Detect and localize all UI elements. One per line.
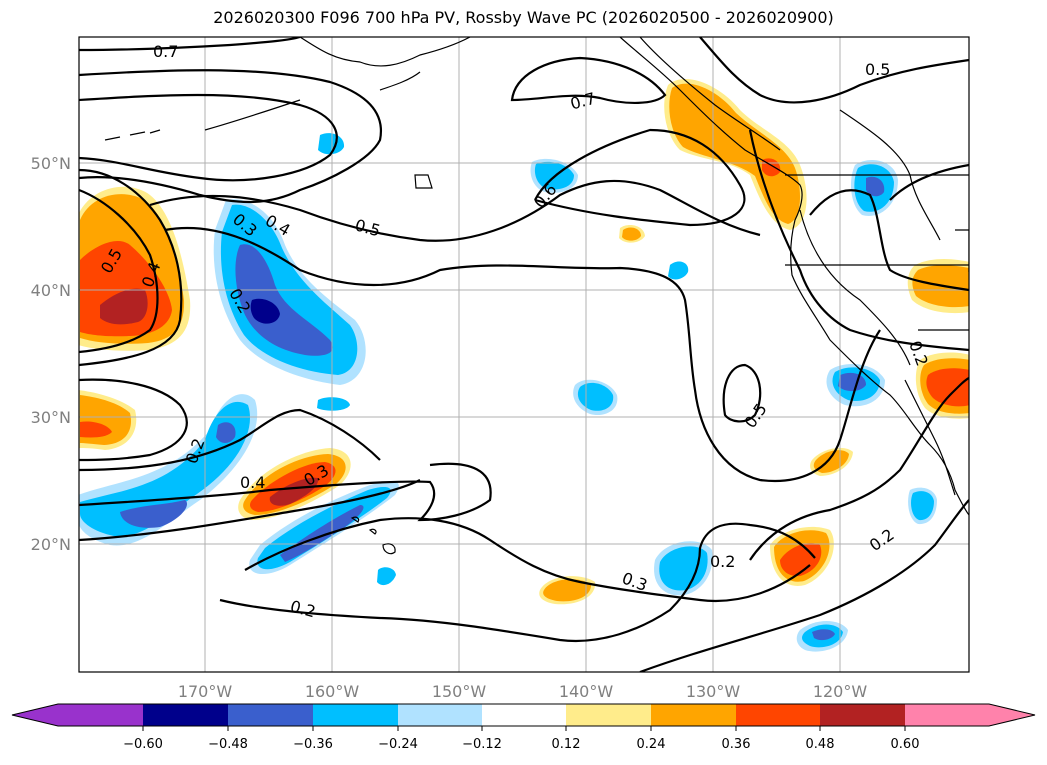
colorbar-segment (143, 704, 228, 726)
lat-label: 50°N (31, 154, 71, 173)
map-plot-area (79, 37, 969, 672)
colorbar-segment (905, 704, 989, 726)
colorbar-segment (313, 704, 398, 726)
lat-label: 20°N (31, 535, 71, 554)
contour-label: 0.4 (240, 473, 265, 492)
contour-label: 0.2 (710, 552, 735, 571)
colorbar-segment (736, 704, 820, 726)
lat-label: 30°N (31, 408, 71, 427)
colorbar-segment (228, 704, 313, 726)
lon-label: 130°W (686, 682, 741, 701)
colorbar-tick-label: 0.60 (891, 737, 920, 752)
colorbar-tick-label: 0.36 (722, 737, 751, 752)
colorbar-segment (566, 704, 651, 726)
colorbar-segment (58, 704, 143, 726)
latitude-labels: 50°N 40°N 30°N 20°N (31, 154, 71, 554)
pv-contours (79, 37, 969, 672)
colorbar-extend-min (12, 704, 58, 726)
colorbar-tick-label: −0.36 (293, 737, 333, 752)
colorbar-tick-label: −0.24 (378, 737, 418, 752)
lon-label: 150°W (432, 682, 487, 701)
contour-label: 0.5 (865, 60, 890, 79)
lon-label: 140°W (559, 682, 614, 701)
colorbar: −0.60 −0.48 −0.36 −0.24 −0.12 0.12 0.24 … (11, 703, 1036, 752)
colorbar-segment (651, 704, 736, 726)
colorbar-extend-max (989, 704, 1035, 726)
lon-label: 120°W (813, 682, 868, 701)
pv-anomaly-fills (79, 79, 969, 652)
colorbar-segment (398, 704, 482, 726)
colorbar-tick-label: 0.12 (552, 737, 581, 752)
colorbar-tick-label: 0.24 (637, 737, 666, 752)
lon-label: 160°W (305, 682, 360, 701)
map-gridlines (79, 37, 969, 672)
lat-label: 40°N (31, 281, 71, 300)
colorbar-tick-label: −0.12 (462, 737, 502, 752)
contour-label: 0.7 (153, 42, 178, 61)
colorbar-tick-label: −0.60 (123, 737, 163, 752)
map-frame (78, 36, 970, 673)
lon-label: 170°W (178, 682, 233, 701)
colorbar-tick-label: 0.48 (806, 737, 835, 752)
colorbar-tick-label: −0.48 (208, 737, 248, 752)
colorbar-segment (820, 704, 905, 726)
map-title: 2026020300 F096 700 hPa PV, Rossby Wave … (213, 8, 834, 27)
colorbar-segment (482, 704, 566, 726)
longitude-labels: 170°W 160°W 150°W 140°W 130°W 120°W (178, 682, 868, 701)
